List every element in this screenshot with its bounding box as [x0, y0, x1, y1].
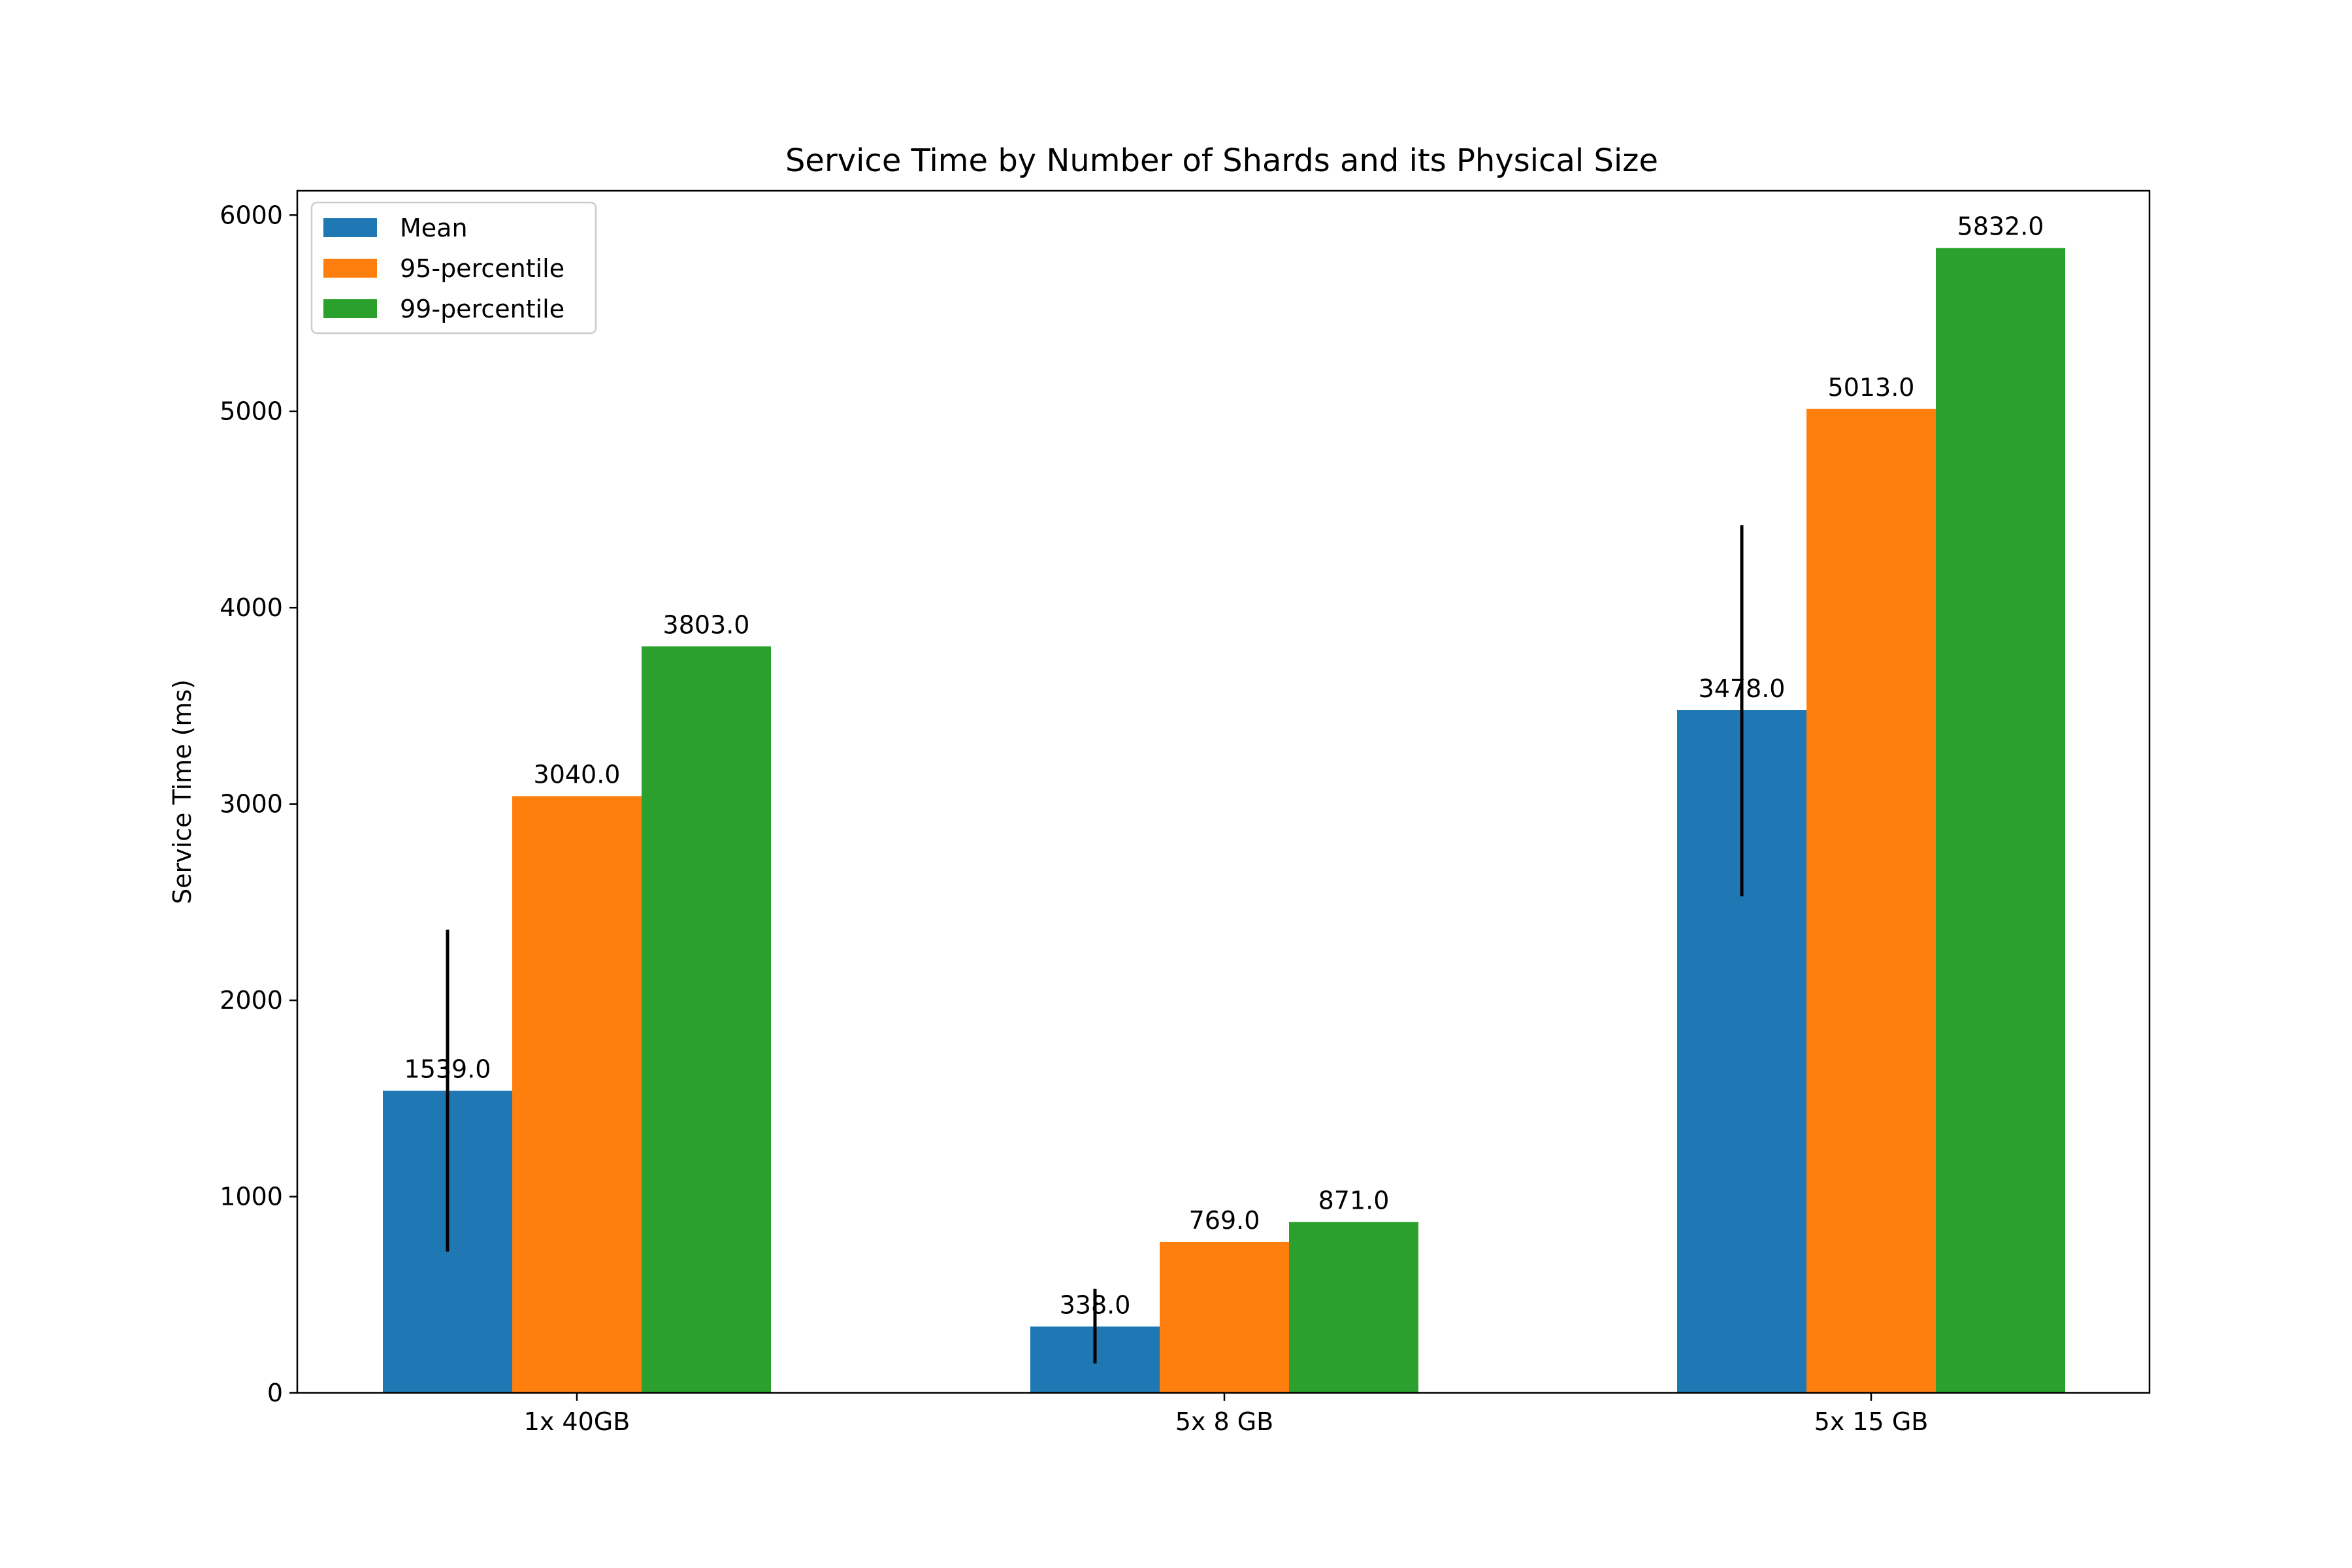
legend-swatch [323, 259, 377, 278]
bar-99-percentile-1 [1289, 1222, 1418, 1393]
data-label: 1539.0 [404, 1055, 491, 1084]
bar-95-percentile-2 [1806, 408, 1936, 1393]
legend-box [310, 201, 597, 335]
legend-swatch [323, 218, 377, 237]
y-tick-label: 1000 [220, 1183, 283, 1211]
data-label: 3803.0 [663, 610, 750, 639]
bars-layer [383, 248, 2065, 1393]
x-tick-label: 5x 8 GB [1175, 1407, 1274, 1436]
bar-99-percentile-0 [642, 646, 771, 1393]
legend-swatch [323, 299, 377, 318]
data-label: 3040.0 [534, 760, 621, 789]
bar-99-percentile-2 [1936, 248, 2065, 1393]
y-axis-label: Service Time (ms) [168, 679, 197, 904]
data-labels-layer: 1539.0 338.0 3478.0 3040.0 769.0 5013.0 3803.0… [404, 212, 2044, 1320]
data-label: 5013.0 [1828, 373, 1915, 402]
bar-95-percentile-0 [512, 796, 642, 1393]
legend-label: Mean [400, 214, 468, 242]
y-tick-label: 4000 [220, 593, 283, 622]
bar-95-percentile-1 [1160, 1241, 1289, 1393]
data-label: 5832.0 [1957, 212, 2044, 241]
legend: Mean 95-percentile 99-percentile [310, 201, 597, 335]
y-tick-label: 5000 [220, 397, 283, 426]
plot-frame [296, 189, 2151, 1394]
data-label: 871.0 [1318, 1186, 1390, 1215]
x-tick-label: 5x 15 GB [1814, 1407, 1929, 1436]
axes-layer: 0 1000 2000 3000 4000 5000 6000 1x 40GB 5x 8 GB 5… [220, 189, 2151, 1436]
y-tick-label: 6000 [220, 201, 283, 229]
y-tick-label: 2000 [220, 986, 283, 1015]
data-label: 769.0 [1189, 1206, 1260, 1235]
x-tick-label: 1x 40GB [524, 1407, 630, 1436]
y-tick-label: 0 [267, 1379, 283, 1407]
legend-label: 95-percentile [400, 254, 564, 283]
legend-label: 99-percentile [400, 295, 564, 323]
chart-title: Service Time by Number of Shards and its… [785, 142, 1658, 179]
data-label: 3478.0 [1699, 674, 1786, 703]
data-label: 338.0 [1060, 1290, 1131, 1319]
y-tick-label: 3000 [220, 790, 283, 819]
error-bars-layer [446, 525, 1744, 1364]
